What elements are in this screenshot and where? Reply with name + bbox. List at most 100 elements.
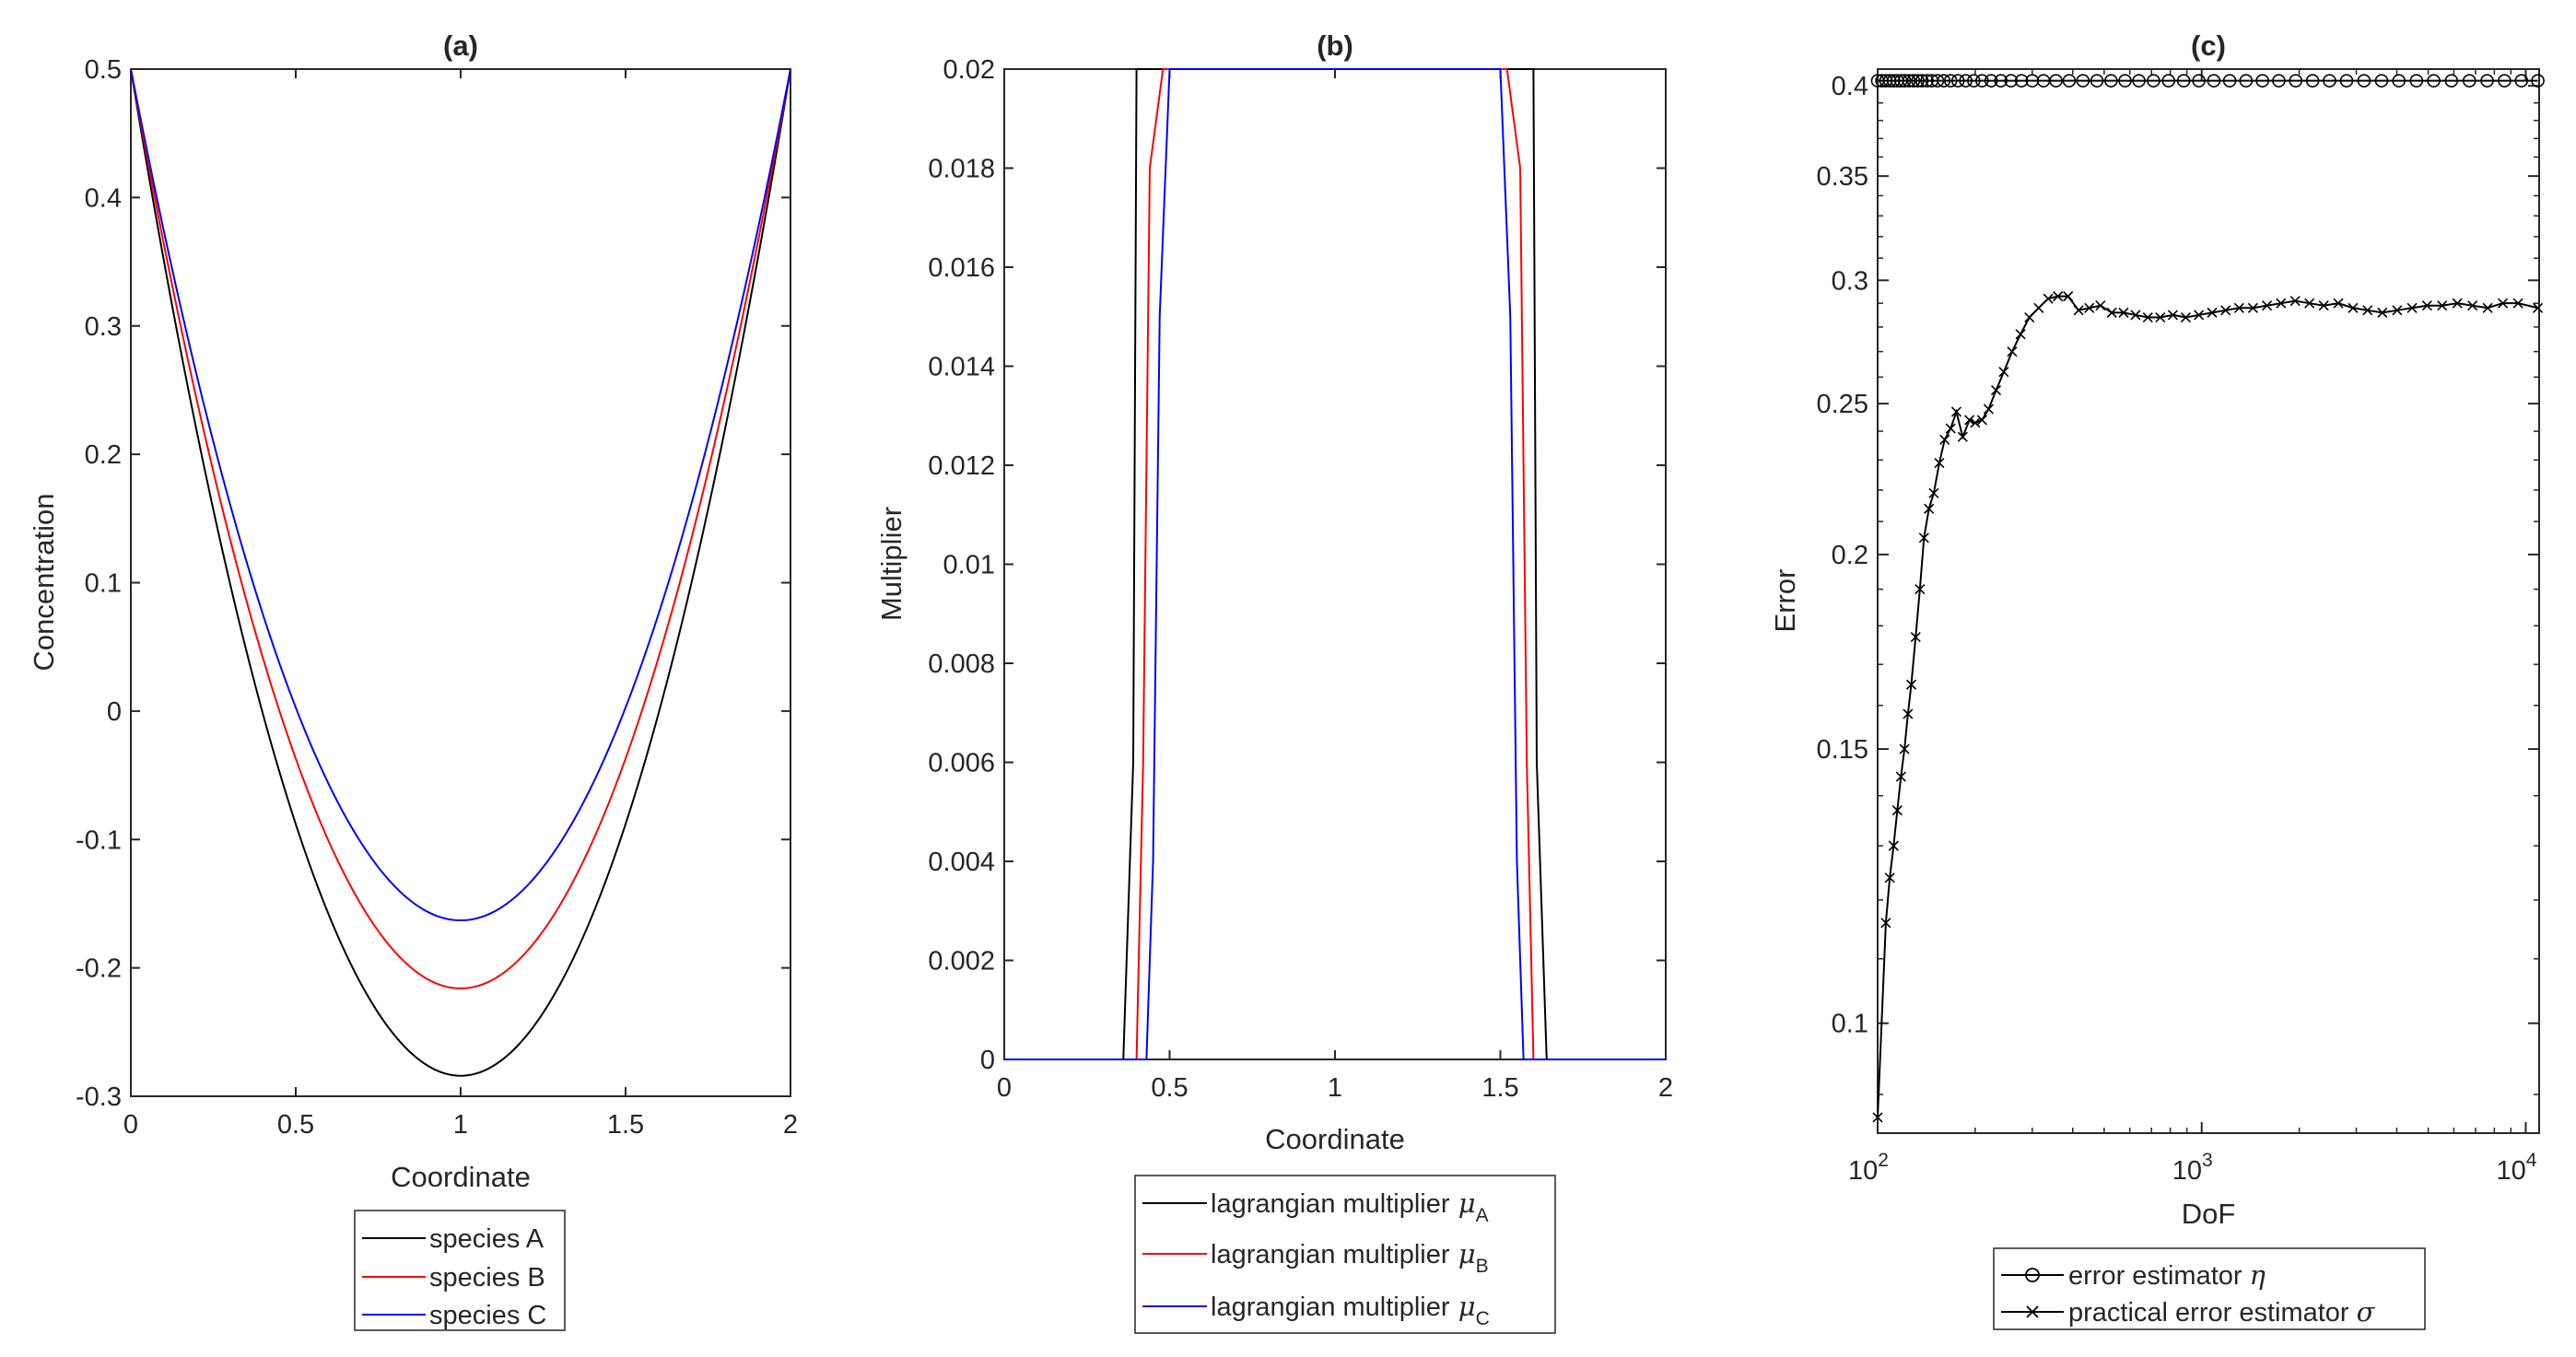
panel-c-point-eta (2531, 74, 2545, 88)
panel-b-series-line-3 (1004, 68, 1666, 1060)
panel-c-point-sigma (1914, 584, 1926, 595)
panel-c-point-eta (1930, 74, 1945, 88)
panel-c-point-sigma (2024, 311, 2035, 323)
panel-c-point-eta (2357, 74, 2371, 88)
panel-c-point-sigma (1945, 423, 1956, 434)
panel-c-point-sigma (1924, 503, 1935, 514)
panel-c-point-sigma (2033, 302, 2044, 313)
panel-a-axes: 0 0.5 1 1.5 2 -0.3 -0.2 -0.1 0 0.1 0.2 0.3 0.4 0.5 (76, 55, 798, 1140)
panel-a-title: (a) (443, 29, 478, 62)
panel-c-point-eta (1882, 74, 1897, 88)
panel-c-series-line-2 (1877, 295, 2538, 1117)
panel-c-legend-box (1993, 1247, 2426, 1330)
panel-c-point-eta (2374, 74, 2389, 88)
panel-c-point-sigma (2304, 298, 2315, 309)
panel-c-point-sigma (2063, 291, 2074, 302)
panel-c-point-sigma (1970, 417, 1981, 428)
panel-c-point-sigma (2167, 310, 2179, 321)
panel-c-point-sigma (1899, 743, 1910, 755)
panel-b-xlabel: Coordinate (1265, 1123, 1405, 1155)
panel-a-series (130, 68, 791, 1077)
panel-c-point-sigma (2130, 310, 2141, 321)
panel-b-legend: lagrangian multiplier μA lagrangian mult… (1134, 1175, 1556, 1334)
panel-c-point-sigma (1983, 404, 1995, 415)
panel-b-legend-label-a-text: lagrangian multiplier (1211, 1189, 1450, 1219)
panel-b-legend-label-c-text: lagrangian multiplier (1211, 1293, 1450, 1322)
panel-b-ytick-label: 0.016 (928, 253, 995, 283)
panel-c-point-eta (2427, 74, 2441, 88)
panel-b-legend-label-c: lagrangian multiplier μC (1211, 1291, 1490, 1329)
panel-c-title: (c) (2191, 29, 2226, 62)
panel-c-point-eta (2409, 74, 2424, 88)
panel-c-point-sigma (2406, 302, 2418, 313)
panel-c-point-sigma (2333, 298, 2344, 309)
panel-a-legend-box (354, 1210, 566, 1331)
panel-b-legend-label-a: lagrangian multiplier μA (1211, 1187, 1489, 1226)
panel-c-point-sigma (2533, 302, 2544, 313)
panel-c-point-sigma (2142, 311, 2153, 323)
panel-a-ytick-label: 0.4 (85, 183, 122, 213)
panel-c-point-eta (2239, 74, 2254, 88)
panel-c-point-eta (2049, 74, 2063, 88)
panel-b-legend-mu-a: μ (1450, 1187, 1476, 1219)
panel-c-point-sigma (2084, 302, 2095, 313)
panel-c-axes: 102 103 104 0.1 0.15 0.2 0.25 0.3 0.35 0.4 (1817, 69, 2539, 1186)
panel-c-point-sigma (1918, 532, 1929, 544)
panel-c-point-eta (2222, 74, 2237, 88)
panel-c-legend: error estimator η practical error estimat… (1993, 1247, 2426, 1330)
panel-c-point-eta (1887, 74, 1901, 88)
panel-c-legend-label-sigma-text: practical error estimator (2068, 1298, 2349, 1328)
panel-b-ylabel: Multiplier (875, 507, 907, 621)
panel-c-point-eta (1994, 74, 2008, 88)
panel-c-point-eta (1959, 74, 1973, 88)
panel-a-series-line-3 (130, 68, 791, 922)
panel-c-point-eta (2255, 74, 2269, 88)
panel-a-ytick-label: 0.5 (85, 55, 122, 85)
panel-c-point-sigma (2073, 305, 2084, 316)
panel-b-legend-sub-c: C (1476, 1308, 1490, 1329)
panel-c-point-sigma (1928, 487, 1939, 498)
panel-c-point-sigma (2276, 298, 2287, 309)
panel-c-point-sigma (2512, 298, 2523, 309)
panel-c-point-sigma (2155, 311, 2166, 323)
panel-b-axes: 0 0.5 1 1.5 2 0 0.002 0.004 0.006 0.008 0.01 0.012 0… (928, 55, 1673, 1103)
panel-c-point-eta (2444, 74, 2459, 88)
panel-c-point-eta (2176, 74, 2191, 88)
panel-b-legend-mu-c: μ (1450, 1291, 1476, 1322)
panel-c-legend-sigma-symbol: σ (2357, 1296, 2376, 1328)
panel-c-point-eta (1914, 74, 1929, 88)
panel-c-point-sigma (2392, 305, 2403, 316)
panel-a-series-line-2 (130, 68, 791, 989)
panel-b-ytick-label: 0.01 (943, 551, 995, 580)
panel-b-title: (b) (1317, 29, 1353, 62)
panel-c-point-sigma (2015, 329, 2026, 340)
panel-c-point-eta (2272, 74, 2286, 88)
panel-c-point-sigma (2498, 298, 2509, 309)
panel-c-point-sigma (2220, 305, 2231, 316)
panel-c-legend-label-sigma: practical error estimator σ (2068, 1296, 2376, 1328)
panel-c-legend-marker-eta (2025, 1268, 2040, 1282)
panel-c-point-sigma (2233, 302, 2244, 313)
panel-c-ytick-label: 0.35 (1817, 162, 1868, 192)
panel-c-point-sigma (1872, 1112, 1883, 1123)
panel-b-ytick-label: 0.014 (928, 353, 995, 382)
panel-c-ytick-label: 0.15 (1817, 735, 1868, 765)
panel-b-ytick-label: 0.018 (928, 155, 995, 184)
panel-c-ytick-label: 0.25 (1817, 390, 1868, 419)
panel-c-point-eta (1902, 74, 1916, 88)
panel-c-point-sigma (1895, 771, 1906, 782)
panel-c-series (1870, 74, 2545, 1123)
panel-c-point-eta (1967, 74, 1981, 88)
panel-c-point-sigma (1880, 918, 1891, 929)
panel-c-point-sigma (1903, 708, 1914, 719)
panel-b-xtick-label: 2 (1658, 1073, 1673, 1103)
panel-c-point-eta (2480, 74, 2494, 88)
panel-a-legend-label-c: species C (429, 1301, 546, 1330)
panel-a-xtick-label: 0 (123, 1110, 138, 1140)
panel-c-ylabel: Error (1769, 569, 1801, 633)
panel-c-point-eta (2339, 74, 2354, 88)
panel-c-point-sigma (1976, 415, 1987, 426)
panel-a-xtick-label: 0.5 (277, 1110, 314, 1140)
panel-c-point-eta (1906, 74, 1921, 88)
panel-b-plot-area (1003, 68, 1667, 1060)
